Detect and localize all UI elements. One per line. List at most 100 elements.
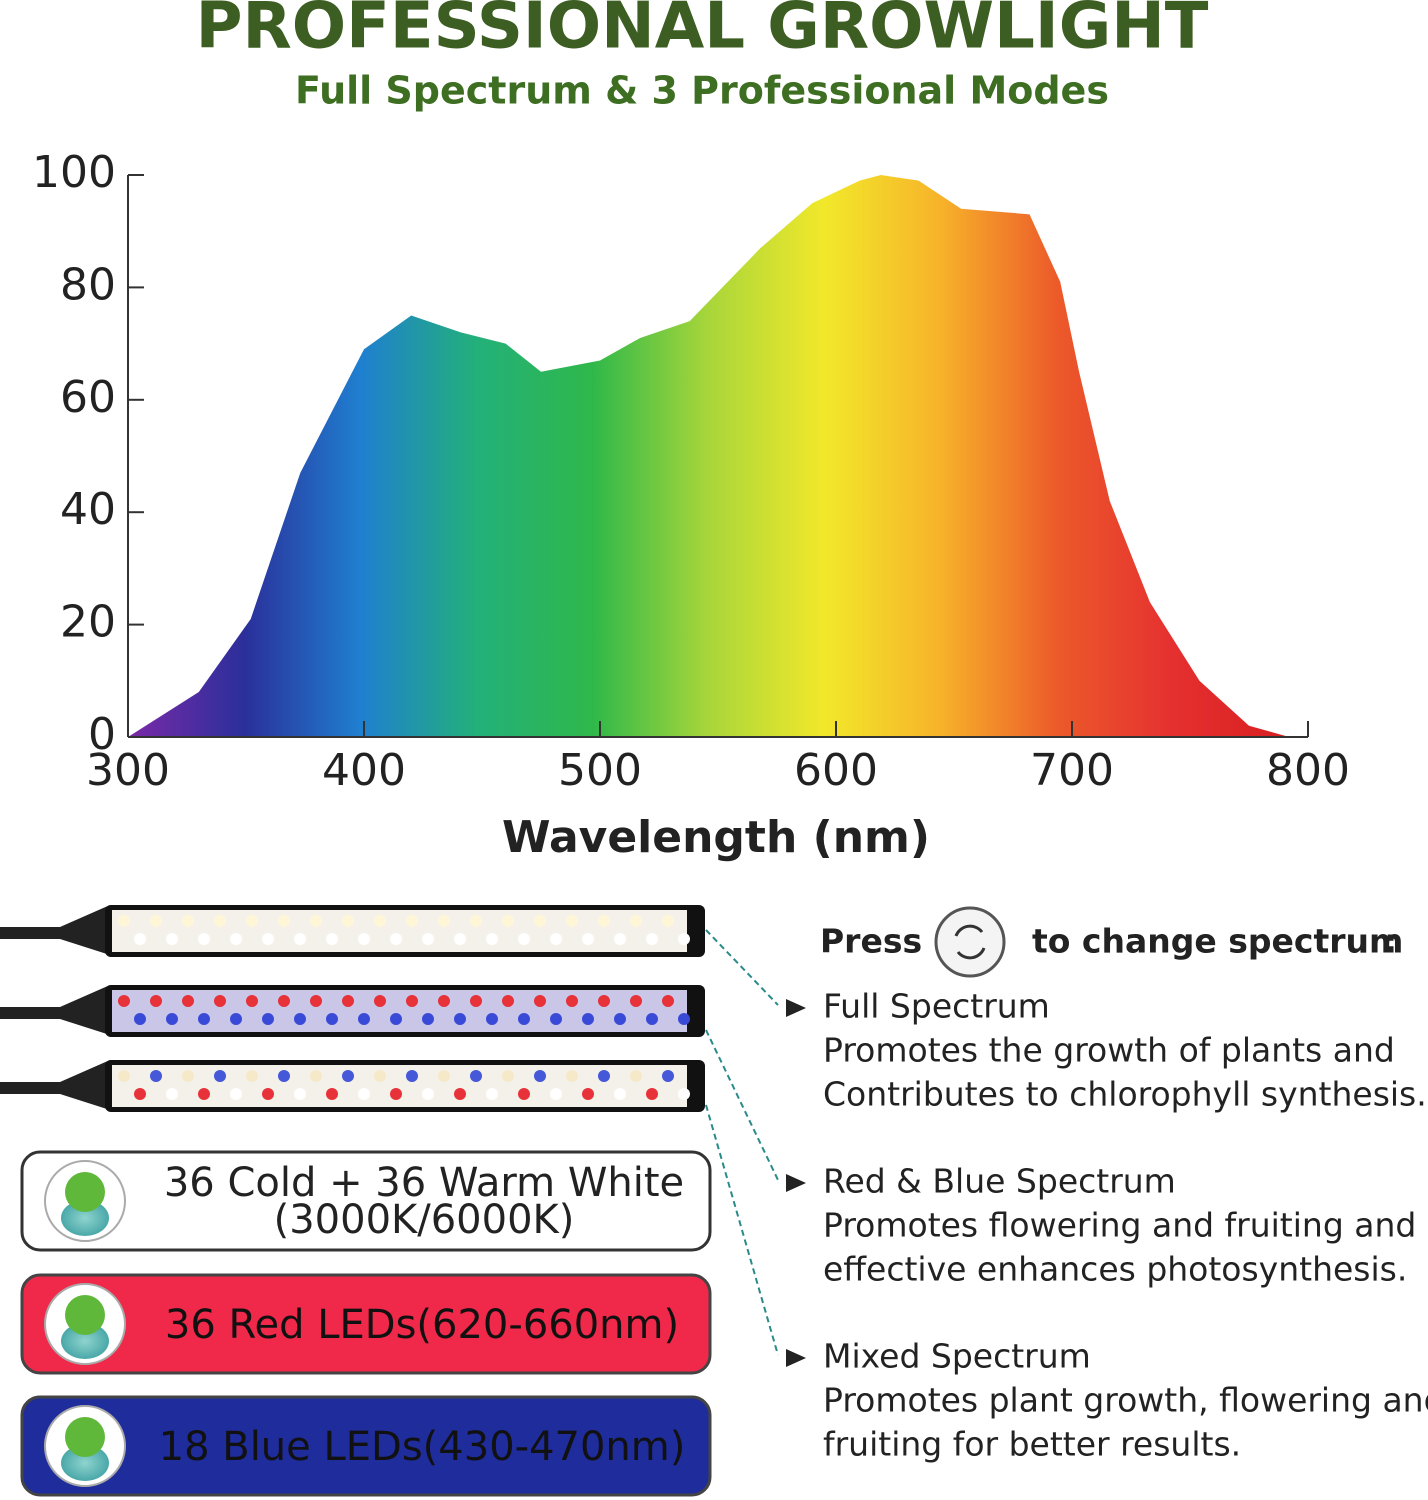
mode-description: fruiting for better results. bbox=[823, 1425, 1241, 1464]
led bbox=[662, 915, 674, 927]
led bbox=[422, 933, 434, 945]
led bbox=[198, 1013, 210, 1025]
lamp-cord bbox=[0, 1060, 110, 1110]
led bbox=[294, 933, 306, 945]
led bbox=[150, 915, 162, 927]
led bbox=[630, 995, 642, 1007]
spectrum-area bbox=[128, 175, 1290, 737]
led bbox=[486, 933, 498, 945]
icon-pot bbox=[61, 1200, 109, 1236]
led bbox=[182, 915, 194, 927]
led bbox=[502, 995, 514, 1007]
led bbox=[182, 995, 194, 1007]
led bbox=[214, 995, 226, 1007]
led bbox=[454, 1088, 466, 1100]
light-box bbox=[20, 1395, 712, 1497]
mode-name: Mixed Spectrum bbox=[823, 1337, 1091, 1376]
led bbox=[166, 933, 178, 945]
mode-description: Promotes the growth of plants and bbox=[823, 1031, 1395, 1070]
led bbox=[438, 995, 450, 1007]
led bbox=[662, 1070, 674, 1082]
instruction-colon: : bbox=[1384, 922, 1397, 961]
cycle-arrows bbox=[954, 924, 986, 960]
mode-description: effective enhances photosynthesis. bbox=[823, 1250, 1407, 1289]
led bbox=[582, 1013, 594, 1025]
led bbox=[134, 1013, 146, 1025]
led bbox=[198, 1088, 210, 1100]
y-tick-label: 20 bbox=[60, 597, 116, 648]
led bbox=[502, 915, 514, 927]
led bbox=[342, 915, 354, 927]
led bbox=[566, 1070, 578, 1082]
lights-panel: Press to change spectrum : 36 Cold + 36 … bbox=[0, 905, 1428, 1497]
led bbox=[166, 1013, 178, 1025]
led bbox=[534, 1070, 546, 1082]
led bbox=[614, 1013, 626, 1025]
led bbox=[470, 995, 482, 1007]
led bbox=[326, 933, 338, 945]
mode-description: Contributes to chlorophyll synthesis. bbox=[823, 1075, 1427, 1114]
mode-name: Red & Blue Spectrum bbox=[823, 1162, 1176, 1201]
led bbox=[486, 1088, 498, 1100]
x-tick-label: 600 bbox=[794, 745, 878, 796]
led bbox=[230, 1013, 242, 1025]
led bbox=[310, 1070, 322, 1082]
led bbox=[406, 915, 418, 927]
led bbox=[246, 995, 258, 1007]
led bbox=[598, 915, 610, 927]
x-axis-label: Wavelength (nm) bbox=[502, 812, 930, 863]
light-box bbox=[20, 1273, 712, 1375]
led bbox=[550, 933, 562, 945]
led bbox=[118, 1070, 130, 1082]
led bbox=[214, 1070, 226, 1082]
led bbox=[326, 1088, 338, 1100]
led bbox=[406, 1070, 418, 1082]
led bbox=[566, 995, 578, 1007]
lamp-lens bbox=[112, 1065, 687, 1107]
led bbox=[550, 1088, 562, 1100]
led bbox=[678, 933, 690, 945]
bullet-arrow bbox=[786, 1349, 806, 1367]
led bbox=[646, 1088, 658, 1100]
led bbox=[406, 995, 418, 1007]
led bbox=[374, 995, 386, 1007]
mode-description: Promotes plant growth, flowering and bbox=[823, 1381, 1428, 1420]
led bbox=[358, 933, 370, 945]
connector bbox=[705, 1104, 779, 1356]
led bbox=[470, 915, 482, 927]
led bbox=[294, 1013, 306, 1025]
led bbox=[534, 915, 546, 927]
led bbox=[374, 1070, 386, 1082]
instruction-text: to change spectrum bbox=[1032, 922, 1403, 961]
led bbox=[198, 933, 210, 945]
led bbox=[326, 1013, 338, 1025]
lamp-cord bbox=[0, 905, 110, 955]
led bbox=[230, 933, 242, 945]
bullet-arrow bbox=[786, 1174, 806, 1192]
y-tick-label: 60 bbox=[60, 372, 116, 423]
led bbox=[646, 933, 658, 945]
led bbox=[582, 933, 594, 945]
led bbox=[438, 915, 450, 927]
led bbox=[518, 933, 530, 945]
icon-pot bbox=[61, 1323, 109, 1359]
mode-name: Full Spectrum bbox=[823, 987, 1050, 1026]
icon-plant bbox=[65, 1295, 105, 1335]
bullet-arrow bbox=[786, 999, 806, 1017]
y-tick-label: 80 bbox=[60, 259, 116, 310]
led bbox=[278, 995, 290, 1007]
led bbox=[230, 1088, 242, 1100]
led bbox=[534, 995, 546, 1007]
led bbox=[262, 933, 274, 945]
y-tick-label: 100 bbox=[32, 147, 116, 198]
led bbox=[134, 1088, 146, 1100]
lamp-lens bbox=[112, 910, 687, 952]
led bbox=[614, 933, 626, 945]
led bbox=[630, 915, 642, 927]
led bbox=[246, 1070, 258, 1082]
led bbox=[550, 1013, 562, 1025]
led bbox=[342, 1070, 354, 1082]
subtitle: Full Spectrum & 3 Professional Modes bbox=[295, 69, 1109, 113]
